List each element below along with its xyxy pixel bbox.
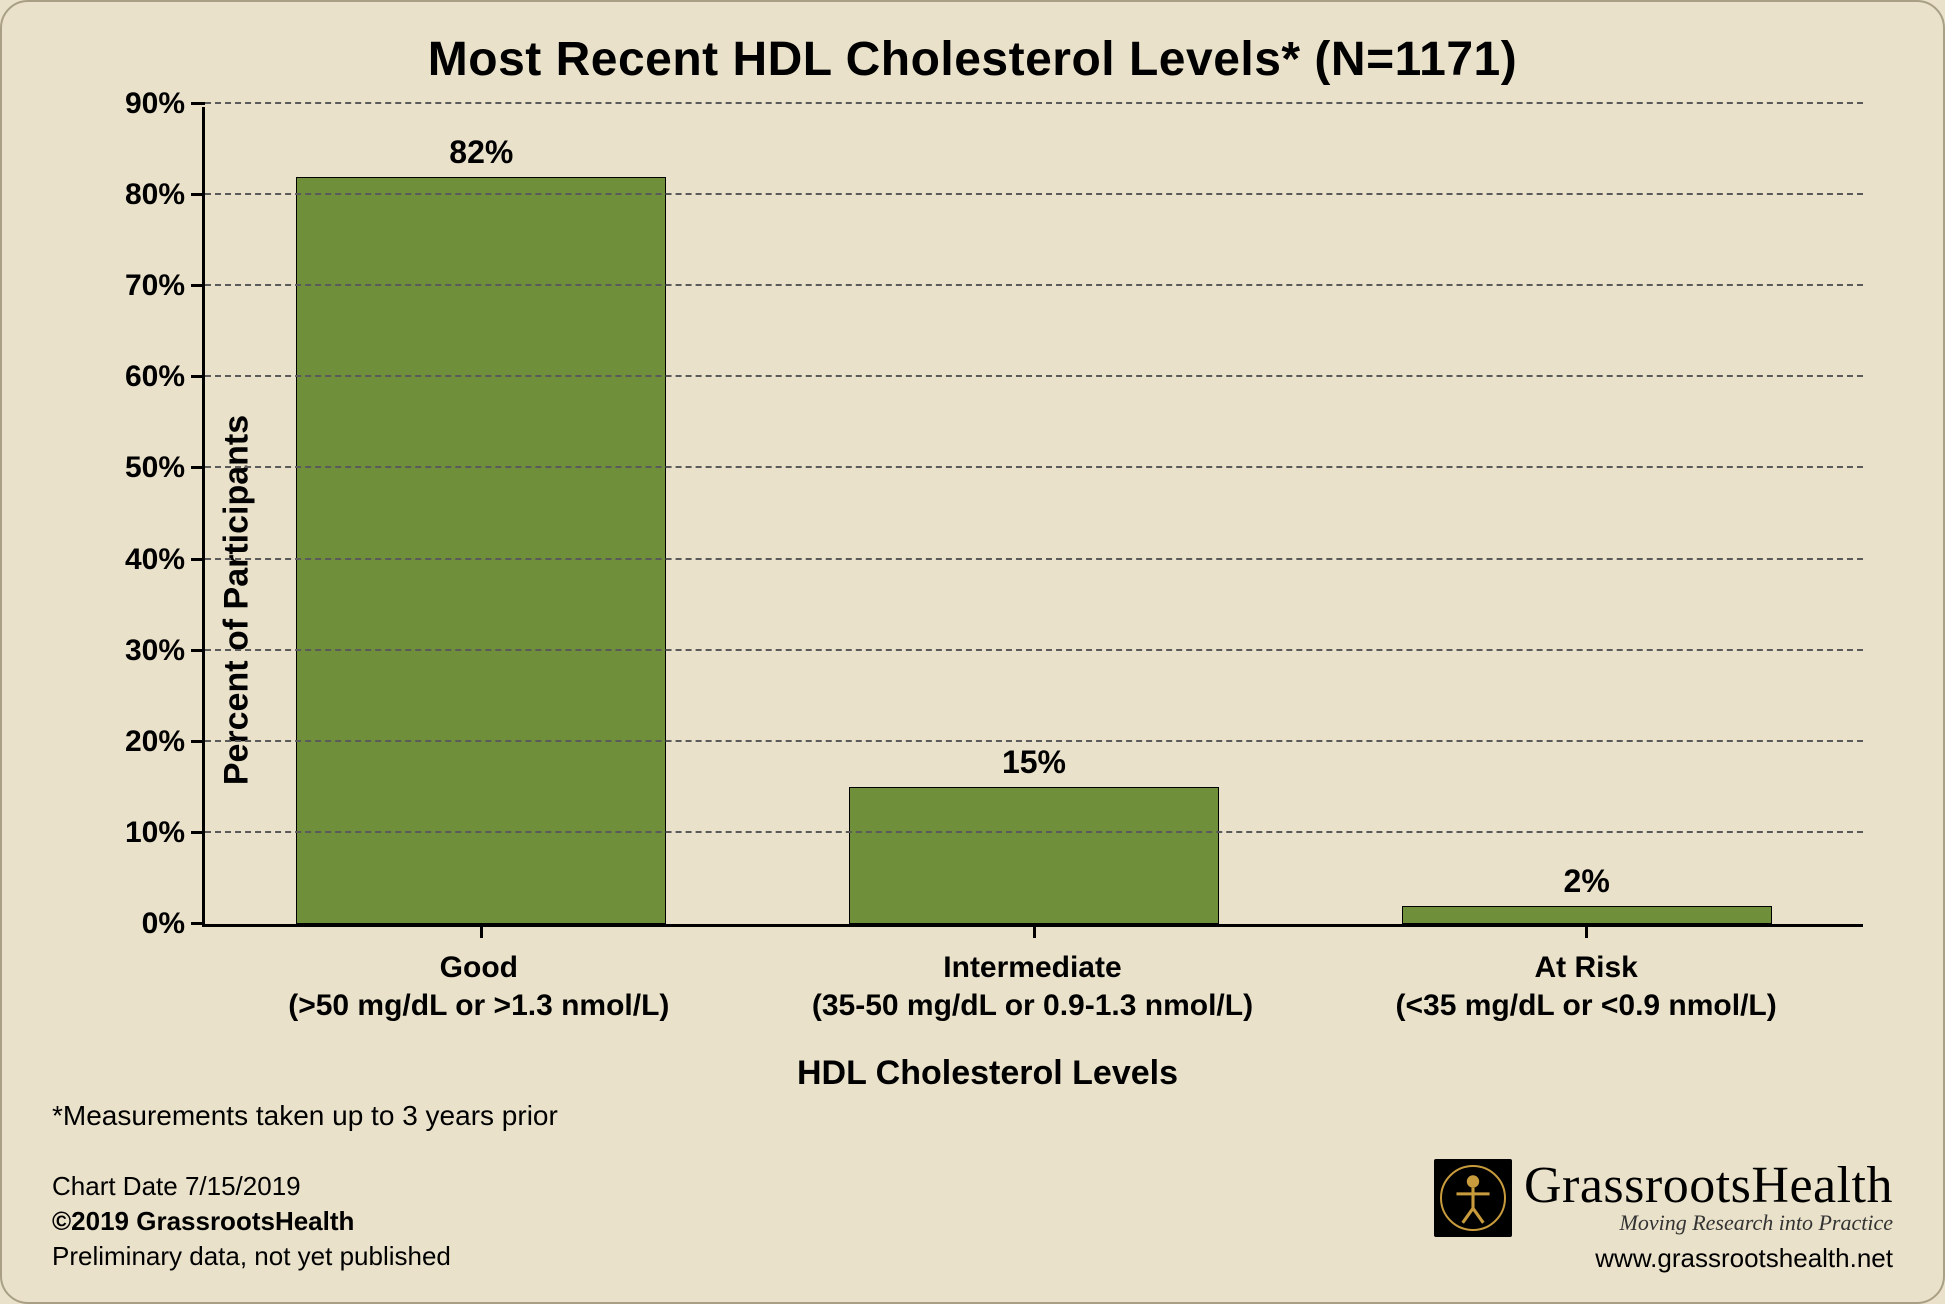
bar-value-label: 2% — [1564, 863, 1610, 900]
logo-brand-right: Health — [1751, 1157, 1893, 1214]
credits-block: Chart Date 7/15/2019 ©2019 GrassrootsHea… — [52, 1169, 451, 1274]
x-tick — [480, 924, 483, 938]
footnote: *Measurements taken up to 3 years prior — [52, 1100, 558, 1132]
y-tick-label: 50% — [125, 451, 205, 485]
logo-icon — [1434, 1159, 1512, 1237]
logo-brand-left: Grassroots — [1524, 1157, 1751, 1214]
logo-text: GrassrootsHealth Moving Research into Pr… — [1524, 1160, 1893, 1236]
x-category-label: At Risk(<35 mg/dL or <0.9 nmol/L) — [1309, 949, 1863, 1024]
grid-line — [205, 102, 1863, 104]
y-tick-label: 30% — [125, 634, 205, 668]
chart-title: Most Recent HDL Cholesterol Levels* (N=1… — [52, 32, 1893, 87]
preliminary-note: Preliminary data, not yet published — [52, 1239, 451, 1274]
bar — [1402, 906, 1772, 924]
bar-value-label: 15% — [1002, 744, 1066, 781]
logo-url: www.grassrootshealth.net — [1434, 1243, 1893, 1274]
grid-line — [205, 466, 1863, 468]
bar-slot: 82% — [205, 107, 758, 924]
bar-slot: 15% — [758, 107, 1311, 924]
chart-area: Percent of Participants 82%15%2% 0%10%20… — [112, 107, 1863, 1093]
grid-line — [205, 193, 1863, 195]
y-tick-label: 40% — [125, 543, 205, 577]
bar-slot: 2% — [1310, 107, 1863, 924]
grid-line — [205, 649, 1863, 651]
y-tick-label: 80% — [125, 178, 205, 212]
grid-line — [205, 284, 1863, 286]
y-tick-label: 20% — [125, 725, 205, 759]
bar-value-label: 82% — [449, 134, 513, 171]
y-tick-label: 70% — [125, 269, 205, 303]
plot-region: 82%15%2% 0%10%20%30%40%50%60%70%80%90% — [202, 107, 1863, 927]
bar — [849, 787, 1219, 924]
bars-container: 82% 15% 2% — [205, 107, 1863, 924]
x-axis-labels: Good(>50 mg/dL or >1.3 nmol/L)Intermedia… — [202, 949, 1863, 1024]
y-tick-label: 60% — [125, 360, 205, 394]
x-category-label: Good(>50 mg/dL or >1.3 nmol/L) — [202, 949, 756, 1024]
y-tick-label: 10% — [125, 816, 205, 850]
x-axis-title: HDL Cholesterol Levels — [112, 1054, 1863, 1093]
copyright: ©2019 GrassrootsHealth — [52, 1204, 451, 1239]
grid-line — [205, 558, 1863, 560]
grid-line — [205, 831, 1863, 833]
logo-block: GrassrootsHealth Moving Research into Pr… — [1434, 1159, 1893, 1274]
y-tick-label: 90% — [125, 87, 205, 121]
y-tick-label: 0% — [142, 907, 205, 941]
chart-date: Chart Date 7/15/2019 — [52, 1169, 451, 1204]
bar — [296, 177, 666, 924]
x-tick — [1033, 924, 1036, 938]
grid-line — [205, 740, 1863, 742]
x-tick — [1585, 924, 1588, 938]
chart-frame: Most Recent HDL Cholesterol Levels* (N=1… — [0, 0, 1945, 1304]
x-category-label: Intermediate(35-50 mg/dL or 0.9-1.3 nmol… — [756, 949, 1310, 1024]
grid-line — [205, 375, 1863, 377]
